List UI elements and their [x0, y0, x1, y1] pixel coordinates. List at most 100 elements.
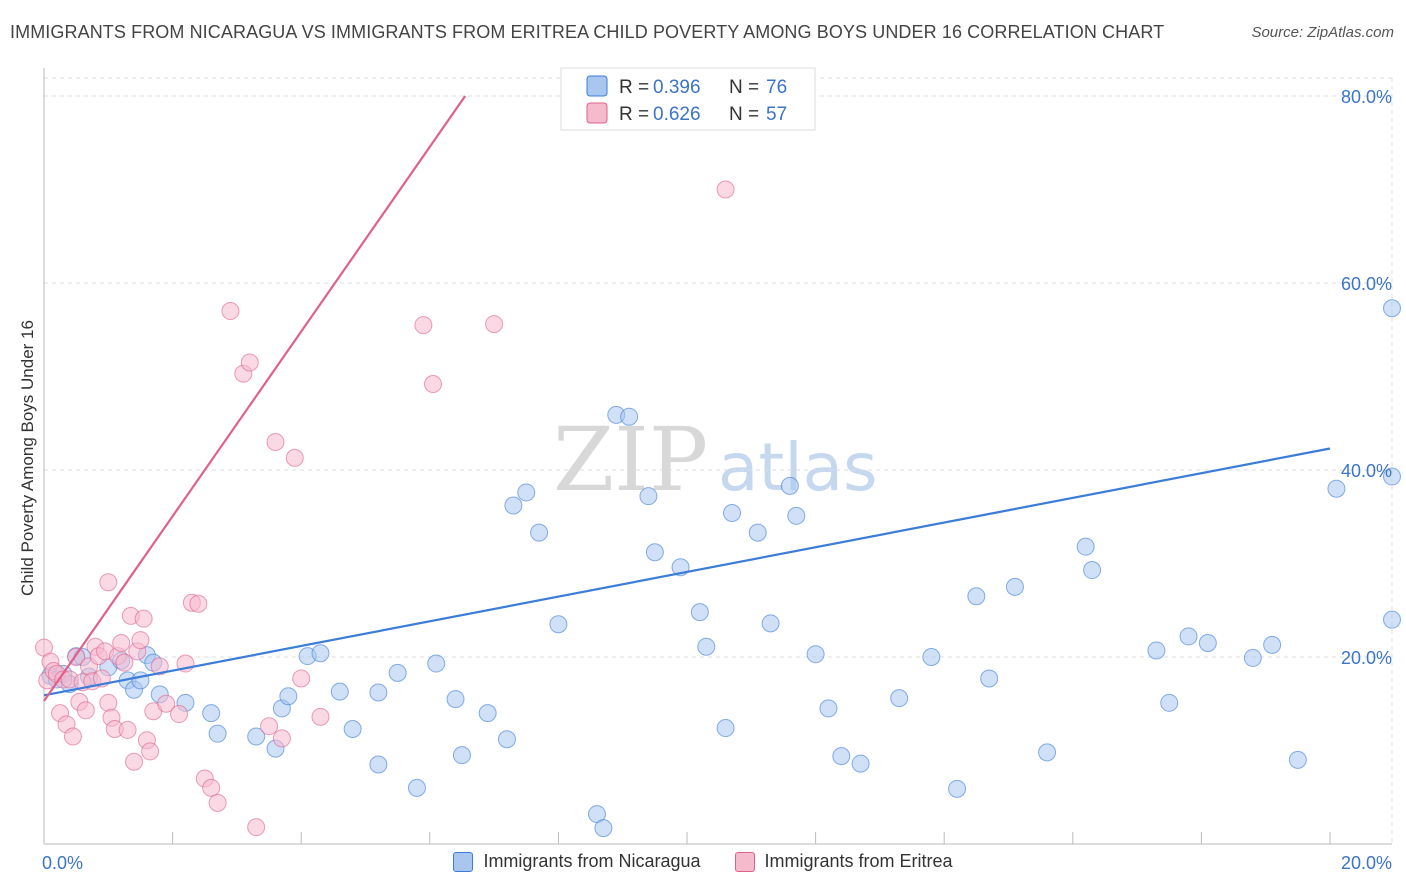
legend-r-label-eritrea: R =	[619, 104, 649, 125]
legend-label-nicaragua: Immigrants from Nicaragua	[483, 851, 701, 871]
legend-item-eritrea: Immigrants from Eritrea	[734, 851, 953, 872]
data-point	[112, 633, 131, 652]
data-point	[620, 407, 639, 426]
y-tick-label: 60.0%	[1341, 274, 1392, 294]
data-point	[131, 631, 150, 650]
data-point	[1263, 635, 1282, 654]
series-legend: Immigrants from Nicaragua Immigrants fro…	[0, 851, 1406, 872]
legend-swatch-nicaragua	[586, 75, 608, 97]
data-point	[1198, 633, 1217, 652]
data-point	[1288, 750, 1307, 769]
data-point	[76, 701, 95, 720]
y-tick-label: 80.0%	[1341, 87, 1392, 107]
data-point	[819, 699, 838, 718]
data-point	[639, 487, 658, 506]
data-point	[170, 705, 189, 724]
data-point	[1383, 610, 1401, 629]
data-point	[134, 609, 153, 628]
data-point	[1383, 467, 1401, 486]
x-tick-label-min: 0.0%	[42, 853, 83, 873]
data-point	[1083, 561, 1102, 580]
data-point	[208, 793, 227, 812]
data-point	[697, 637, 716, 656]
data-point	[272, 729, 291, 748]
data-point	[948, 779, 967, 798]
data-point	[1147, 641, 1166, 660]
legend-r-value-eritrea: 0.626	[653, 104, 701, 125]
data-point	[517, 483, 536, 502]
data-point	[497, 730, 516, 749]
series-1-points	[35, 180, 735, 837]
data-point	[247, 818, 266, 837]
legend-item-nicaragua: Immigrants from Nicaragua	[453, 851, 701, 872]
data-point	[131, 671, 150, 690]
data-point	[141, 742, 160, 761]
data-point	[311, 707, 330, 726]
trend-line-series-1	[43, 95, 467, 702]
data-point	[1243, 648, 1262, 667]
data-point	[221, 302, 240, 321]
legend-label-eritrea: Immigrants from Eritrea	[764, 851, 953, 871]
data-point	[125, 752, 144, 771]
data-point	[485, 315, 504, 334]
data-point	[478, 704, 497, 723]
data-point	[748, 523, 767, 542]
data-point	[279, 687, 298, 706]
data-point	[427, 654, 446, 673]
data-point	[407, 778, 426, 797]
legend-n-label-nicaragua: N =	[729, 77, 759, 98]
data-point	[63, 727, 82, 746]
data-point	[1179, 627, 1198, 646]
data-point	[645, 543, 664, 562]
data-point	[285, 448, 304, 467]
data-point	[594, 819, 613, 838]
data-point	[723, 504, 742, 523]
data-point	[202, 704, 221, 723]
axes	[43, 68, 1392, 845]
data-point	[761, 614, 780, 633]
y-tick-label: 40.0%	[1341, 461, 1392, 481]
tick-labels: 20.0% 40.0% 60.0% 80.0% 0.0% 20.0%	[42, 87, 1392, 873]
data-point	[1383, 299, 1401, 318]
data-point	[504, 496, 523, 515]
data-point	[240, 353, 259, 372]
data-point	[247, 727, 266, 746]
chart-title: IMMIGRANTS FROM NICARAGUA VS IMMIGRANTS …	[10, 22, 1165, 42]
data-point	[787, 506, 806, 525]
data-point	[851, 754, 870, 773]
x-tick-label-max: 20.0%	[1341, 853, 1392, 873]
data-point	[311, 644, 330, 663]
data-point	[369, 683, 388, 702]
legend-r-value-nicaragua: 0.396	[653, 77, 701, 98]
data-point	[1038, 743, 1057, 762]
legend-n-value-nicaragua: 76	[766, 77, 787, 98]
y-tick-label: 20.0%	[1341, 648, 1392, 668]
data-point	[1160, 693, 1179, 712]
data-point	[414, 316, 433, 335]
data-point	[1327, 479, 1346, 498]
legend-r-label-nicaragua: R =	[619, 77, 649, 98]
data-point	[1005, 577, 1024, 596]
data-point	[369, 755, 388, 774]
correlation-legend: R = 0.396 N = 76 R = 0.626 N = 57	[560, 67, 816, 131]
data-point	[157, 694, 176, 713]
data-point	[118, 720, 137, 739]
data-point	[806, 645, 825, 664]
trend-lines	[43, 95, 1331, 702]
chart-source: Source: ZipAtlas.com	[1251, 24, 1394, 41]
data-point	[832, 747, 851, 766]
data-point	[980, 669, 999, 688]
data-point	[446, 690, 465, 709]
data-point	[343, 719, 362, 738]
legend-n-label-eritrea: N =	[729, 104, 759, 125]
data-point	[99, 573, 118, 592]
data-point	[208, 724, 227, 743]
data-point	[690, 603, 709, 622]
data-point	[266, 432, 285, 451]
data-point	[424, 374, 443, 393]
legend-n-value-eritrea: 57	[766, 104, 787, 125]
data-point	[1076, 537, 1095, 556]
data-point	[716, 719, 735, 738]
legend-marker-nicaragua	[453, 851, 474, 872]
